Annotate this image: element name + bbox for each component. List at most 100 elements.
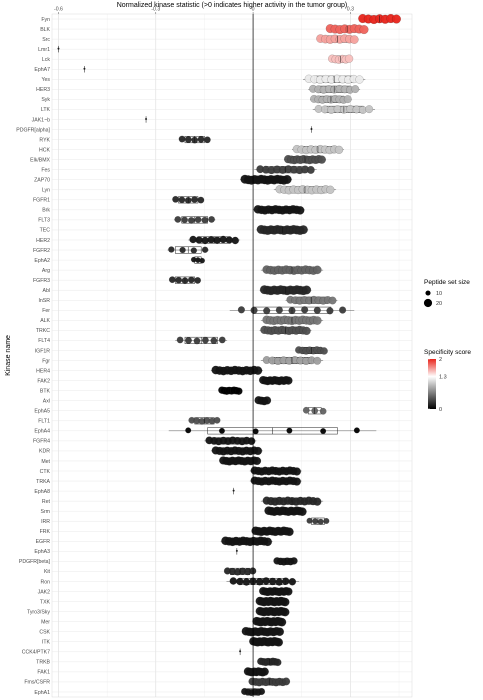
y-tick-label: Tyro3/Sky (27, 609, 50, 615)
data-point (274, 658, 282, 667)
data-point (317, 155, 326, 164)
data-point (317, 518, 324, 525)
data-point (280, 607, 290, 617)
legend-color-label: 0 (439, 407, 442, 413)
data-point (290, 557, 298, 565)
data-point (392, 14, 401, 24)
y-axis-title: Kinase name (5, 335, 12, 376)
legend-size-label: 10 (436, 291, 442, 297)
data-point (277, 617, 287, 627)
y-tick-label: Src (42, 37, 50, 43)
y-tick-label: EGFR (36, 539, 51, 545)
y-tick-label: FGFR3 (33, 278, 50, 284)
y-tick-label: IGF1R (35, 348, 51, 354)
y-tick-label: IRR (41, 519, 50, 525)
data-point (292, 477, 301, 486)
data-point (301, 306, 309, 314)
y-tick-label: PDGFR[beta] (19, 559, 51, 565)
y-tick-label: FRK (40, 529, 51, 535)
data-point (175, 276, 182, 284)
legend-size-items: 10 20 (423, 290, 442, 308)
y-tick-label: Axl (43, 398, 50, 404)
y-tick-label: ZAP70 (34, 178, 50, 184)
data-point (365, 105, 374, 114)
data-point (268, 577, 277, 586)
data-point (231, 236, 239, 245)
data-point (188, 276, 195, 284)
data-point (179, 246, 186, 254)
y-tick-label: FGFR1 (33, 198, 50, 204)
legend-color-ticks: 21.30 (428, 357, 447, 413)
data-point (242, 578, 251, 586)
data-point (201, 216, 209, 224)
data-point (188, 217, 195, 224)
data-point (302, 285, 312, 295)
data-point (202, 336, 209, 344)
y-tick-label: Met (41, 459, 50, 465)
data-point (306, 517, 313, 524)
y-tick-label: Srm (40, 509, 50, 515)
legend-size-swatch (425, 290, 431, 296)
data-point (235, 387, 243, 395)
data-point (236, 577, 244, 586)
data-point (334, 145, 344, 154)
x-axis-ticks: -0.6 -0.3 0 0.3 (54, 7, 354, 14)
data-point (169, 276, 176, 283)
y-tick-label: Lck (42, 57, 50, 63)
data-point (194, 277, 201, 284)
data-point (282, 577, 290, 585)
data-point (286, 427, 293, 434)
data-point (302, 326, 311, 335)
data-point (178, 196, 186, 204)
y-tick-label: ITK (42, 640, 51, 646)
y-axis-labels: Fyn BLK Src Lmr1 Lck EphA7 Yes HER3 Syk LTK JAK1~b… (16, 17, 50, 696)
y-tick-label: HCK (39, 147, 50, 153)
y-tick-label: FGFR4 (33, 439, 50, 445)
data-point (262, 577, 270, 585)
data-point (199, 257, 205, 264)
data-point (323, 518, 330, 524)
data-point (176, 336, 184, 344)
y-tick-label: EphA1 (34, 690, 50, 696)
y-tick-label: Ron (40, 579, 50, 585)
y-tick-label: Syk (41, 97, 50, 103)
data-point (288, 578, 296, 586)
y-tick-label: Yes (42, 77, 51, 83)
data-point (275, 578, 283, 586)
legend-colorbar (428, 359, 436, 409)
y-tick-label: Brk (42, 208, 50, 214)
y-tick-label: Arg (42, 268, 50, 274)
y-tick-label: ALK (40, 318, 50, 324)
data-point (313, 356, 322, 365)
data-point (263, 537, 272, 547)
y-tick-label: Fer (42, 308, 50, 314)
data-point (306, 166, 315, 174)
legend-color-label: 2 (439, 357, 442, 363)
data-point (253, 366, 263, 375)
data-point (313, 306, 321, 314)
data-point (295, 206, 305, 215)
y-tick-label: FLT3 (38, 218, 50, 224)
data-point (185, 337, 192, 344)
data-point (255, 578, 264, 586)
y-tick-label: Fes (41, 167, 50, 173)
y-tick-label: CCK4/PTK7 (22, 650, 50, 656)
data-point (284, 587, 293, 596)
data-point (237, 306, 245, 314)
data-point (313, 497, 322, 506)
y-tick-label: Elk/BMX (30, 157, 50, 163)
data-point (168, 246, 175, 253)
data-point (282, 677, 291, 686)
data-point (275, 627, 284, 636)
y-tick-label: PDGFR[alpha] (16, 127, 50, 133)
y-tick-label: BLK (40, 27, 50, 33)
data-point (292, 467, 301, 476)
data-point (343, 95, 352, 103)
y-tick-label: FAK1 (37, 670, 50, 676)
data-point (247, 437, 256, 445)
y-tick-label: InSR (38, 298, 50, 304)
data-point (194, 216, 202, 223)
legend-size-title: Peptide set size (424, 279, 470, 286)
y-tick-label: BTK (40, 388, 51, 394)
